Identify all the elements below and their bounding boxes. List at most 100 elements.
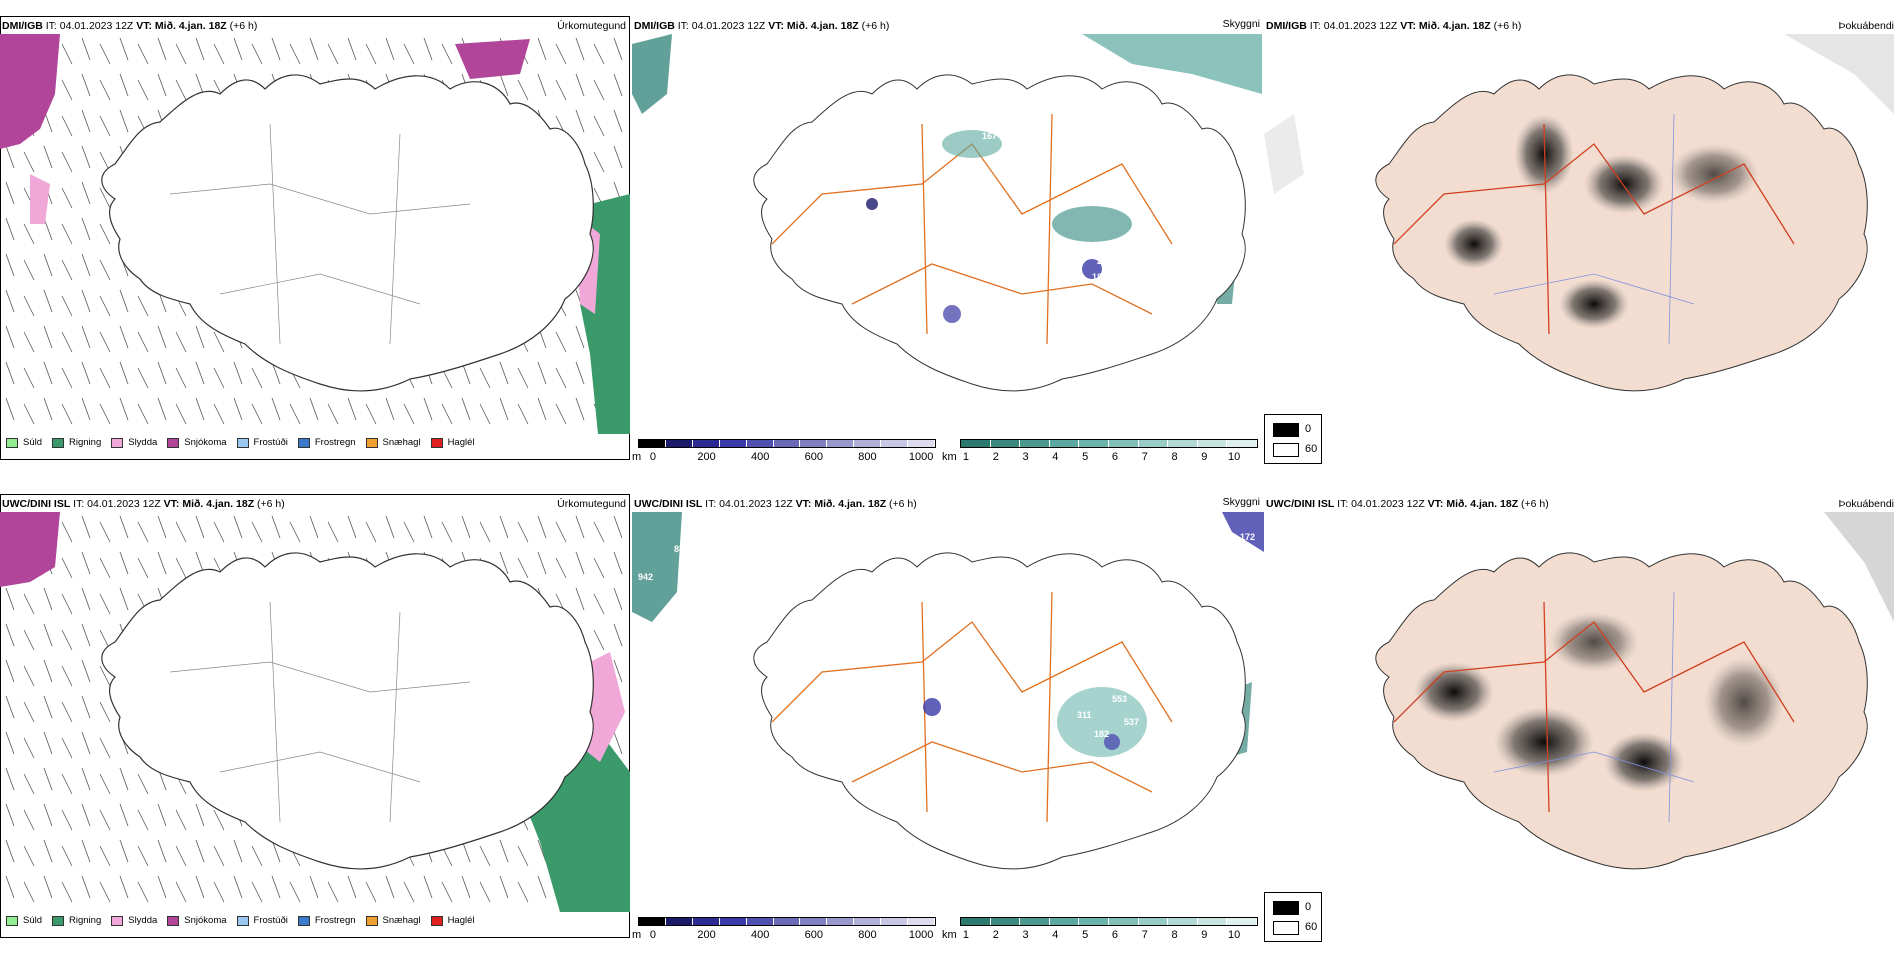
legend-swatch bbox=[167, 915, 180, 926]
cloud-value-label: 311 bbox=[1077, 710, 1092, 720]
cloud-value-label: 393 bbox=[1095, 188, 1110, 198]
fog-map bbox=[1375, 512, 1894, 870]
sleet-area bbox=[30, 174, 50, 224]
scale-unit: km bbox=[942, 929, 957, 941]
it-label: IT: 04.01.2023 12Z bbox=[1337, 498, 1425, 510]
scale-tick: 400 bbox=[750, 929, 770, 941]
legend-item: Snjókoma bbox=[167, 915, 227, 926]
legend-label: Rigning bbox=[69, 915, 102, 926]
scale-tick: 800 bbox=[858, 929, 877, 941]
precip-map bbox=[0, 34, 630, 434]
it-label: IT: 04.01.2023 12Z bbox=[705, 498, 793, 510]
cloud-value-label: 268 bbox=[954, 341, 969, 351]
legend-swatch bbox=[297, 437, 310, 448]
panel-title: Þokuábendi bbox=[1838, 20, 1894, 32]
scale-tick: 9 bbox=[1201, 929, 1208, 941]
precip-map bbox=[0, 512, 630, 912]
visibility-scale: km 1 2 3 4 5 6 7 8 9 10 bbox=[942, 439, 1258, 469]
cloud-value-label: 699 bbox=[1090, 643, 1105, 653]
scale-tick: 4 bbox=[1052, 929, 1059, 941]
legend-swatch bbox=[236, 915, 249, 926]
precip-type-panel-2: UWC/DINI ISL IT: 04.01.2023 12Z VT: Mið.… bbox=[0, 492, 632, 962]
panel-header: DMI/IGB IT: 04.01.2023 12Z VT: Mið. 4.ja… bbox=[1266, 20, 1521, 32]
snow-area bbox=[0, 34, 60, 149]
fog-legend: 0 60 bbox=[1264, 414, 1322, 464]
fog-legend: 0 60 bbox=[1264, 892, 1322, 942]
vt-label: VT: Mið. 4.jan. 18Z bbox=[1400, 20, 1491, 32]
scale-tick: 10 bbox=[1228, 451, 1241, 463]
legend-item: Súld bbox=[6, 915, 42, 926]
legend-swatch bbox=[6, 915, 18, 926]
legend-item: Frostregn bbox=[297, 437, 356, 448]
legend-label: Haglél bbox=[447, 915, 475, 926]
legend-item: Rigning bbox=[52, 437, 101, 448]
legend-swatch bbox=[365, 437, 378, 448]
legend-item: Frostúði bbox=[236, 437, 288, 448]
it-label: IT: 04.01.2023 12Z bbox=[1309, 20, 1398, 32]
legend-item: Snæhagl bbox=[365, 915, 421, 926]
vt-label: VT: Mið. 4.jan. 18Z bbox=[136, 20, 227, 32]
legend-label: Snæhagl bbox=[382, 915, 421, 926]
legend-label: Snjókoma bbox=[184, 915, 227, 926]
cloud-value-label: 198 bbox=[929, 119, 944, 129]
legend-swatch bbox=[297, 915, 310, 926]
ceiling-colorbar bbox=[638, 439, 936, 448]
cloud-visibility-panel-1: DMI/IGB IT: 04.01.2023 12Z VT: Mið. 4.ja… bbox=[632, 14, 1264, 484]
legend-swatch bbox=[236, 437, 249, 448]
cloud-value-label: 106 bbox=[1010, 734, 1025, 744]
lead-label: (+6 h) bbox=[257, 498, 285, 510]
scale-tick: 7 bbox=[1141, 451, 1148, 463]
cloud-value-label: 185 bbox=[960, 250, 975, 260]
model-label: UWC/DINI ISL bbox=[2, 498, 71, 510]
scale-tick: 400 bbox=[750, 451, 770, 463]
cloud-value-label: 237 bbox=[650, 330, 665, 340]
panel-header: DMI/IGB IT: 04.01.2023 12Z VT: Mið. 4.ja… bbox=[2, 20, 257, 32]
scale-tick: 5 bbox=[1082, 929, 1089, 941]
panel-title: Skyggni bbox=[1222, 496, 1260, 508]
panel-header: UWC/DINI ISL IT: 04.01.2023 12Z VT: Mið.… bbox=[634, 498, 917, 510]
legend-item: Rigning bbox=[52, 915, 101, 926]
visibility-colorbar bbox=[960, 917, 1258, 926]
panel-title: Skyggni bbox=[1222, 18, 1260, 30]
model-label: UWC/DINI ISL bbox=[1266, 498, 1335, 510]
it-label: IT: 04.01.2023 12Z bbox=[677, 20, 766, 32]
panel-title: Úrkomutegund bbox=[557, 20, 626, 32]
cloud-value-label: 125 bbox=[982, 684, 997, 694]
legend-label: Súld bbox=[23, 437, 43, 448]
model-label: DMI/IGB bbox=[2, 20, 43, 32]
scale-tick: 3 bbox=[1022, 929, 1029, 941]
panel-header: UWC/DINI ISL IT: 04.01.2023 12Z VT: Mið.… bbox=[1266, 498, 1549, 510]
precip-legend: Súld Rigning Slydda Snjókoma Frostúði Fr… bbox=[6, 437, 485, 448]
ceiling-colorbar bbox=[638, 917, 936, 926]
ceiling-scale: m 0 200 400 600 800 1000 bbox=[632, 917, 936, 947]
fog-swatch bbox=[1273, 901, 1299, 915]
cloud-visibility-panel-2: UWC/DINI ISL IT: 04.01.2023 12Z VT: Mið.… bbox=[632, 492, 1264, 962]
legend-label: Snjókoma bbox=[184, 437, 227, 448]
legend-item: Slydda bbox=[111, 437, 157, 448]
scale-tick: 10 bbox=[1228, 929, 1241, 941]
snow-area bbox=[0, 512, 60, 587]
vt-label: VT: Mið. 4.jan. 18Z bbox=[1427, 498, 1519, 510]
legend-label: Frostúði bbox=[253, 437, 288, 448]
scale-tick: 2 bbox=[992, 929, 999, 941]
legend-item: Frostúði bbox=[236, 915, 288, 926]
fog-legend-label: 0 bbox=[1305, 423, 1312, 435]
vt-label: VT: Mið. 4.jan. 18Z bbox=[163, 498, 255, 510]
scale-tick: 8 bbox=[1171, 929, 1178, 941]
cloud-value-label: 942 bbox=[638, 572, 653, 582]
scale-unit: km bbox=[942, 451, 957, 463]
lead-label: (+6 h) bbox=[1493, 20, 1522, 32]
fog-swatch bbox=[1273, 921, 1299, 935]
legend-label: Snæhagl bbox=[382, 437, 421, 448]
scale-tick: 0 bbox=[649, 929, 656, 941]
scale-tick: 9 bbox=[1201, 451, 1208, 463]
cloud-value-label: 235 bbox=[1087, 612, 1102, 622]
legend-label: Slydda bbox=[128, 437, 158, 448]
scale-tick: 1 bbox=[962, 929, 970, 941]
cloud-value-label: 553 bbox=[1112, 694, 1127, 704]
vt-label: VT: Mið. 4.jan. 18Z bbox=[795, 498, 887, 510]
cloud-value-label: 196 bbox=[974, 181, 989, 191]
cloud-value-label: 537 bbox=[1124, 717, 1139, 727]
cloud-value-label: 429 bbox=[1082, 597, 1097, 607]
scale-tick: 3 bbox=[1022, 451, 1029, 463]
